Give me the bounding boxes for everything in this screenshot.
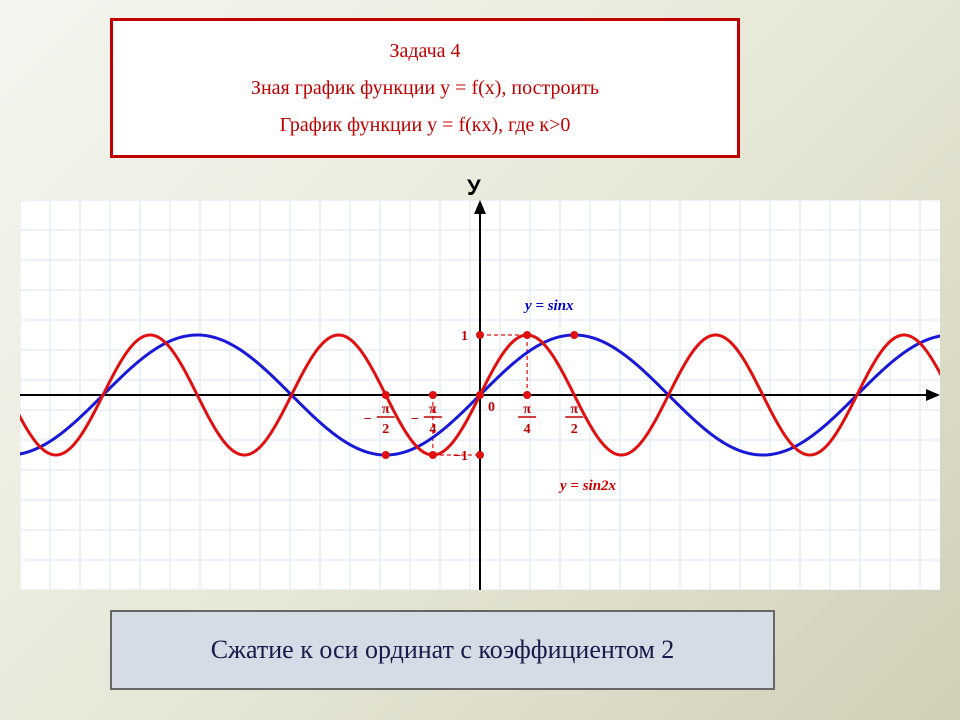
svg-text:0: 0	[488, 400, 495, 415]
svg-text:π: π	[429, 402, 437, 417]
svg-text:−: −	[411, 412, 419, 427]
svg-text:π: π	[570, 402, 578, 417]
svg-text:π: π	[382, 402, 390, 417]
chart: y = sinxy = sin2x1−10−π2−π4π4π2	[20, 200, 940, 590]
svg-text:−1: −1	[453, 449, 468, 464]
svg-text:1: 1	[461, 329, 468, 344]
svg-text:π: π	[523, 402, 531, 417]
slide: Задача 4 Зная график функции у = f(х), п…	[0, 0, 960, 720]
task-box: Задача 4 Зная график функции у = f(х), п…	[110, 18, 740, 158]
task-line1: Зная график функции у = f(х), построить	[251, 75, 599, 102]
axis-label-y: У	[467, 175, 481, 201]
svg-text:2: 2	[382, 422, 389, 437]
svg-text:2: 2	[571, 422, 578, 437]
caption-text: Сжатие к оси ординат с коэффициентом 2	[211, 634, 675, 665]
caption-box: Сжатие к оси ординат с коэффициентом 2	[110, 610, 775, 690]
chart-svg: y = sinxy = sin2x1−10−π2−π4π4π2	[20, 200, 940, 590]
task-title: Задача 4	[389, 38, 460, 65]
svg-text:4: 4	[429, 422, 436, 437]
svg-text:−: −	[364, 412, 372, 427]
svg-text:y = sin2x: y = sin2x	[558, 478, 617, 494]
task-line2: График функции у = f(кх), где к>0	[280, 112, 571, 139]
svg-text:4: 4	[524, 422, 531, 437]
svg-text:y = sinx: y = sinx	[523, 298, 574, 314]
